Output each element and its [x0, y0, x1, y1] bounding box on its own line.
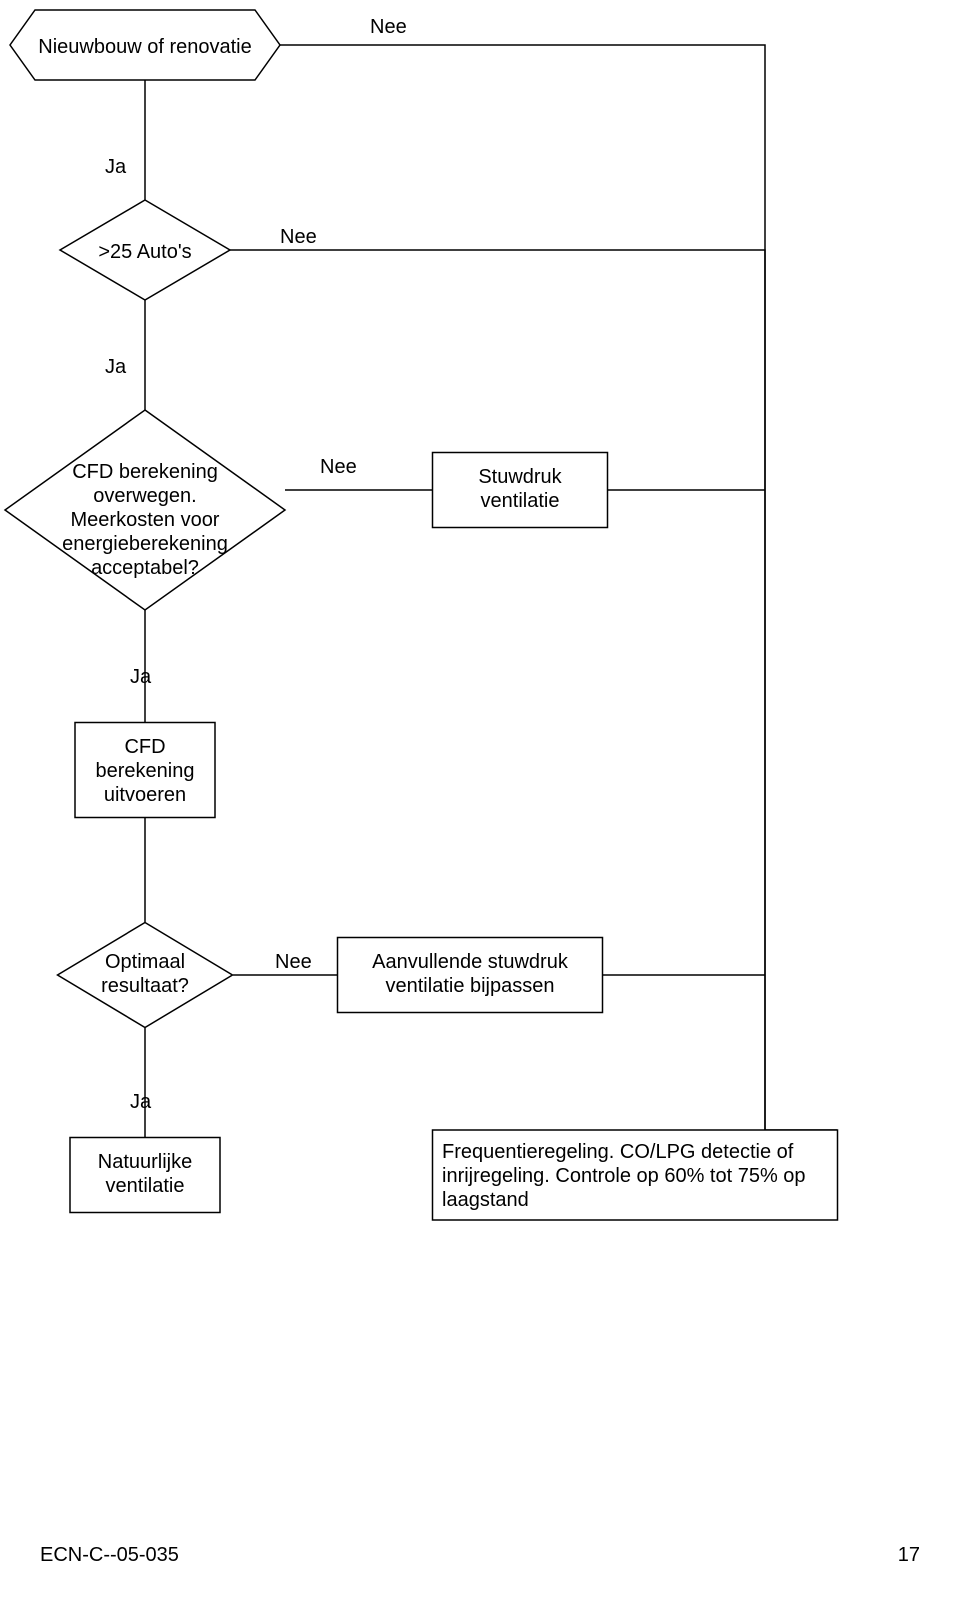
node-n1-label: Nieuwbouw of renovatie: [35, 35, 255, 59]
node-n6-label: Optimaal resultaat?: [90, 950, 200, 998]
edge-label-ja3: Ja: [130, 665, 151, 689]
node-n5-label: CFD berekening uitvoeren: [85, 735, 205, 807]
footer-page-number: 17: [898, 1544, 920, 1567]
node-n7-label: Aanvullende stuwdruk ventilatie bijpasse…: [350, 950, 590, 998]
node-n2-label: >25 Auto's: [85, 240, 205, 264]
node-n4-label: Stuwdruk ventilatie: [455, 465, 585, 513]
edge-label-ja4: Ja: [130, 1090, 151, 1114]
footer-doc-id: ECN-C--05-035: [40, 1544, 179, 1567]
node-n9-label: Frequentieregeling. CO/LPG detectie of i…: [442, 1140, 832, 1212]
edge-label-nee2: Nee: [280, 225, 317, 249]
edge-label-ja2: Ja: [105, 355, 126, 379]
node-n8-label: Natuurlijke ventilatie: [80, 1150, 210, 1198]
edge-label-nee1: Nee: [370, 15, 407, 39]
edge-label-ja1: Ja: [105, 155, 126, 179]
edge-label-nee4: Nee: [275, 950, 312, 974]
edge-label-nee3: Nee: [320, 455, 357, 479]
node-n3-label: CFD berekening overwegen. Meerkosten voo…: [45, 460, 245, 580]
